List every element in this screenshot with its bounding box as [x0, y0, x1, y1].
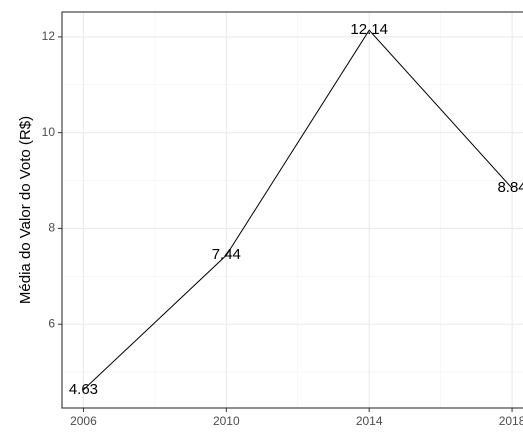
y-tick-label: 8	[48, 221, 55, 235]
x-tick-label: 2006	[70, 414, 97, 428]
data-label: 8.84	[497, 179, 523, 196]
panel-border	[61, 11, 523, 409]
data-label: 7.44	[212, 246, 241, 263]
y-axis-label: Média do Valor do Voto (R$)	[17, 116, 34, 304]
x-tick-label: 2010	[213, 414, 240, 428]
data-label: 12.14	[350, 21, 388, 38]
y-tick-label: 10	[42, 125, 56, 139]
y-tick-label: 6	[48, 316, 55, 330]
line	[83, 29, 513, 391]
x-tick-label: 2018	[499, 414, 523, 428]
x-tick-label: 2014	[356, 414, 383, 428]
y-tick-label: 12	[42, 29, 56, 43]
data-label: 4.63	[69, 381, 98, 398]
